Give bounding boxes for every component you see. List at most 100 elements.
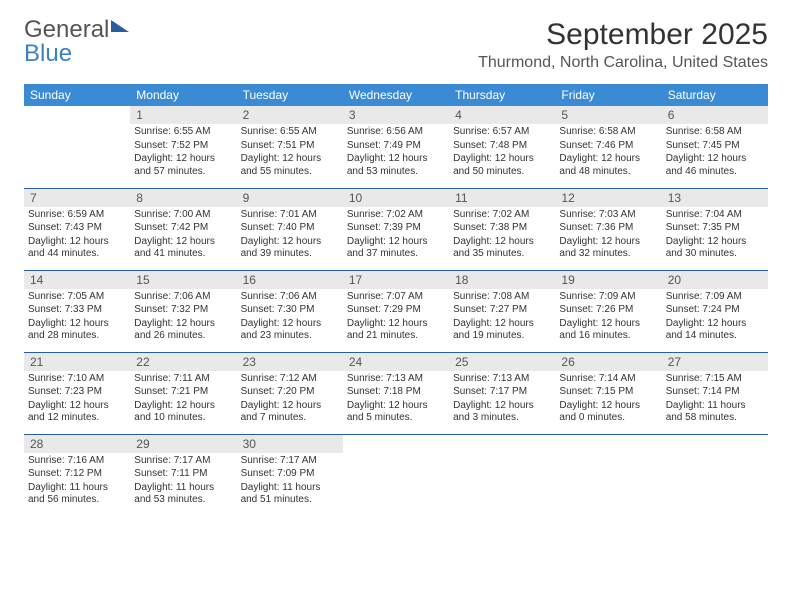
- cell-body: Sunrise: 7:00 AMSunset: 7:42 PMDaylight:…: [130, 207, 236, 266]
- sunset-line: Sunset: 7:43 PM: [28, 222, 126, 235]
- sunset-line: Sunset: 7:12 PM: [28, 468, 126, 481]
- daylight-line: Daylight: 12 hours and 12 minutes.: [28, 400, 126, 425]
- day-number: 14: [24, 271, 130, 289]
- calendar-cell: 15Sunrise: 7:06 AMSunset: 7:32 PMDayligh…: [130, 270, 236, 352]
- sunrise-line: Sunrise: 6:58 AM: [559, 126, 657, 139]
- calendar-table: SundayMondayTuesdayWednesdayThursdayFrid…: [24, 84, 768, 516]
- day-number-empty: [343, 435, 449, 453]
- sunrise-line: Sunrise: 6:55 AM: [134, 126, 232, 139]
- sunset-line: Sunset: 7:15 PM: [559, 386, 657, 399]
- calendar-cell: 1Sunrise: 6:55 AMSunset: 7:52 PMDaylight…: [130, 106, 236, 188]
- weekday-header: Wednesday: [343, 84, 449, 106]
- day-number-empty: [449, 435, 555, 453]
- day-number: 9: [237, 189, 343, 207]
- calendar-cell: 10Sunrise: 7:02 AMSunset: 7:39 PMDayligh…: [343, 188, 449, 270]
- day-number: 4: [449, 106, 555, 124]
- day-number: 6: [662, 106, 768, 124]
- brand-triangle-icon: [111, 20, 129, 32]
- cell-body: Sunrise: 7:09 AMSunset: 7:24 PMDaylight:…: [662, 289, 768, 348]
- weekday-header: Friday: [555, 84, 661, 106]
- weekday-header: Saturday: [662, 84, 768, 106]
- cell-body: Sunrise: 6:55 AMSunset: 7:52 PMDaylight:…: [130, 124, 236, 183]
- daylight-line: Daylight: 12 hours and 26 minutes.: [134, 318, 232, 343]
- day-number: 1: [130, 106, 236, 124]
- calendar-cell: 7Sunrise: 6:59 AMSunset: 7:43 PMDaylight…: [24, 188, 130, 270]
- sunrise-line: Sunrise: 7:11 AM: [134, 373, 232, 386]
- day-number: 20: [662, 271, 768, 289]
- day-number: 29: [130, 435, 236, 453]
- daylight-line: Daylight: 12 hours and 39 minutes.: [241, 236, 339, 261]
- daylight-line: Daylight: 12 hours and 41 minutes.: [134, 236, 232, 261]
- calendar-cell: 20Sunrise: 7:09 AMSunset: 7:24 PMDayligh…: [662, 270, 768, 352]
- cell-body: Sunrise: 6:58 AMSunset: 7:45 PMDaylight:…: [662, 124, 768, 183]
- sunrise-line: Sunrise: 7:08 AM: [453, 291, 551, 304]
- sunrise-line: Sunrise: 7:06 AM: [241, 291, 339, 304]
- cell-body: Sunrise: 7:01 AMSunset: 7:40 PMDaylight:…: [237, 207, 343, 266]
- daylight-line: Daylight: 12 hours and 37 minutes.: [347, 236, 445, 261]
- daylight-line: Daylight: 12 hours and 28 minutes.: [28, 318, 126, 343]
- calendar-cell: 12Sunrise: 7:03 AMSunset: 7:36 PMDayligh…: [555, 188, 661, 270]
- calendar-cell: 19Sunrise: 7:09 AMSunset: 7:26 PMDayligh…: [555, 270, 661, 352]
- day-number: 21: [24, 353, 130, 371]
- sunrise-line: Sunrise: 7:09 AM: [559, 291, 657, 304]
- month-title: September 2025: [478, 18, 768, 52]
- sunrise-line: Sunrise: 6:59 AM: [28, 209, 126, 222]
- daylight-line: Daylight: 12 hours and 53 minutes.: [347, 153, 445, 178]
- sunset-line: Sunset: 7:45 PM: [666, 140, 764, 153]
- sunset-line: Sunset: 7:18 PM: [347, 386, 445, 399]
- daylight-line: Daylight: 12 hours and 5 minutes.: [347, 400, 445, 425]
- day-number: 12: [555, 189, 661, 207]
- calendar-cell: 6Sunrise: 6:58 AMSunset: 7:45 PMDaylight…: [662, 106, 768, 188]
- sunrise-line: Sunrise: 7:10 AM: [28, 373, 126, 386]
- daylight-line: Daylight: 12 hours and 14 minutes.: [666, 318, 764, 343]
- daylight-line: Daylight: 12 hours and 55 minutes.: [241, 153, 339, 178]
- daylight-line: Daylight: 12 hours and 0 minutes.: [559, 400, 657, 425]
- calendar-cell: 22Sunrise: 7:11 AMSunset: 7:21 PMDayligh…: [130, 352, 236, 434]
- calendar-row: 7 Sunrise: 6:59 AMSunset: 7:43 PM Daylight…: [24, 188, 768, 270]
- cell-body: Sunrise: 7:09 AMSunset: 7:26 PMDaylight:…: [555, 289, 661, 348]
- calendar-cell: 28Sunrise: 7:16 AMSunset: 7:12 PMDayligh…: [24, 434, 130, 516]
- calendar-row: 14Sunrise: 7:05 AMSunset: 7:33 PMDayligh…: [24, 270, 768, 352]
- daylight-line: Daylight: 12 hours and 21 minutes.: [347, 318, 445, 343]
- title-block: September 2025 Thurmond, North Carolina,…: [478, 18, 768, 72]
- daylight-line: Daylight: 12 hours and 50 minutes.: [453, 153, 551, 178]
- calendar-row: 28Sunrise: 7:16 AMSunset: 7:12 PMDayligh…: [24, 434, 768, 516]
- sunrise-line: Sunrise: 6:56 AM: [347, 126, 445, 139]
- weekday-header: Monday: [130, 84, 236, 106]
- calendar-cell: 4Sunrise: 6:57 AMSunset: 7:48 PMDaylight…: [449, 106, 555, 188]
- location-subtitle: Thurmond, North Carolina, United States: [478, 54, 768, 72]
- day-number: 27: [662, 353, 768, 371]
- calendar-cell: 13Sunrise: 7:04 AMSunset: 7:35 PMDayligh…: [662, 188, 768, 270]
- sunrise-line: Sunrise: 7:03 AM: [559, 209, 657, 222]
- sunset-line: Sunset: 7:29 PM: [347, 304, 445, 317]
- cell-body: Sunrise: 7:06 AMSunset: 7:30 PMDaylight:…: [237, 289, 343, 348]
- daylight-line: Daylight: 11 hours and 58 minutes.: [666, 400, 764, 425]
- sunset-line: Sunset: 7:38 PM: [453, 222, 551, 235]
- day-number: 28: [24, 435, 130, 453]
- day-number: 16: [237, 271, 343, 289]
- day-number: 23: [237, 353, 343, 371]
- sunrise-line: Sunrise: 7:13 AM: [453, 373, 551, 386]
- sunrise-line: Sunrise: 7:02 AM: [453, 209, 551, 222]
- daylight-line: Daylight: 12 hours and 10 minutes.: [134, 400, 232, 425]
- calendar-cell: 21Sunrise: 7:10 AMSunset: 7:23 PMDayligh…: [24, 352, 130, 434]
- calendar-head: SundayMondayTuesdayWednesdayThursdayFrid…: [24, 84, 768, 106]
- daylight-line: Daylight: 12 hours and 35 minutes.: [453, 236, 551, 261]
- sunset-line: Sunset: 7:49 PM: [347, 140, 445, 153]
- calendar-cell: 23Sunrise: 7:12 AMSunset: 7:20 PMDayligh…: [237, 352, 343, 434]
- sunset-line: Sunset: 7:39 PM: [347, 222, 445, 235]
- daylight-line: Daylight: 12 hours and 30 minutes.: [666, 236, 764, 261]
- day-number: 7: [24, 189, 130, 207]
- cell-body: Sunrise: 7:16 AMSunset: 7:12 PMDaylight:…: [24, 453, 130, 512]
- sunset-line: Sunset: 7:14 PM: [666, 386, 764, 399]
- day-number: 10: [343, 189, 449, 207]
- calendar-cell: 9Sunrise: 7:01 AMSunset: 7:40 PMDaylight…: [237, 188, 343, 270]
- daylight-line: Daylight: 11 hours and 56 minutes.: [28, 482, 126, 507]
- cell-body: Sunrise: 7:11 AMSunset: 7:21 PMDaylight:…: [130, 371, 236, 430]
- day-number: 11: [449, 189, 555, 207]
- calendar-cell: 24Sunrise: 7:13 AMSunset: 7:18 PMDayligh…: [343, 352, 449, 434]
- sunset-line: Sunset: 7:36 PM: [559, 222, 657, 235]
- calendar-cell: 18Sunrise: 7:08 AMSunset: 7:27 PMDayligh…: [449, 270, 555, 352]
- sunset-line: Sunset: 7:11 PM: [134, 468, 232, 481]
- brand-text: General Blue: [24, 18, 129, 66]
